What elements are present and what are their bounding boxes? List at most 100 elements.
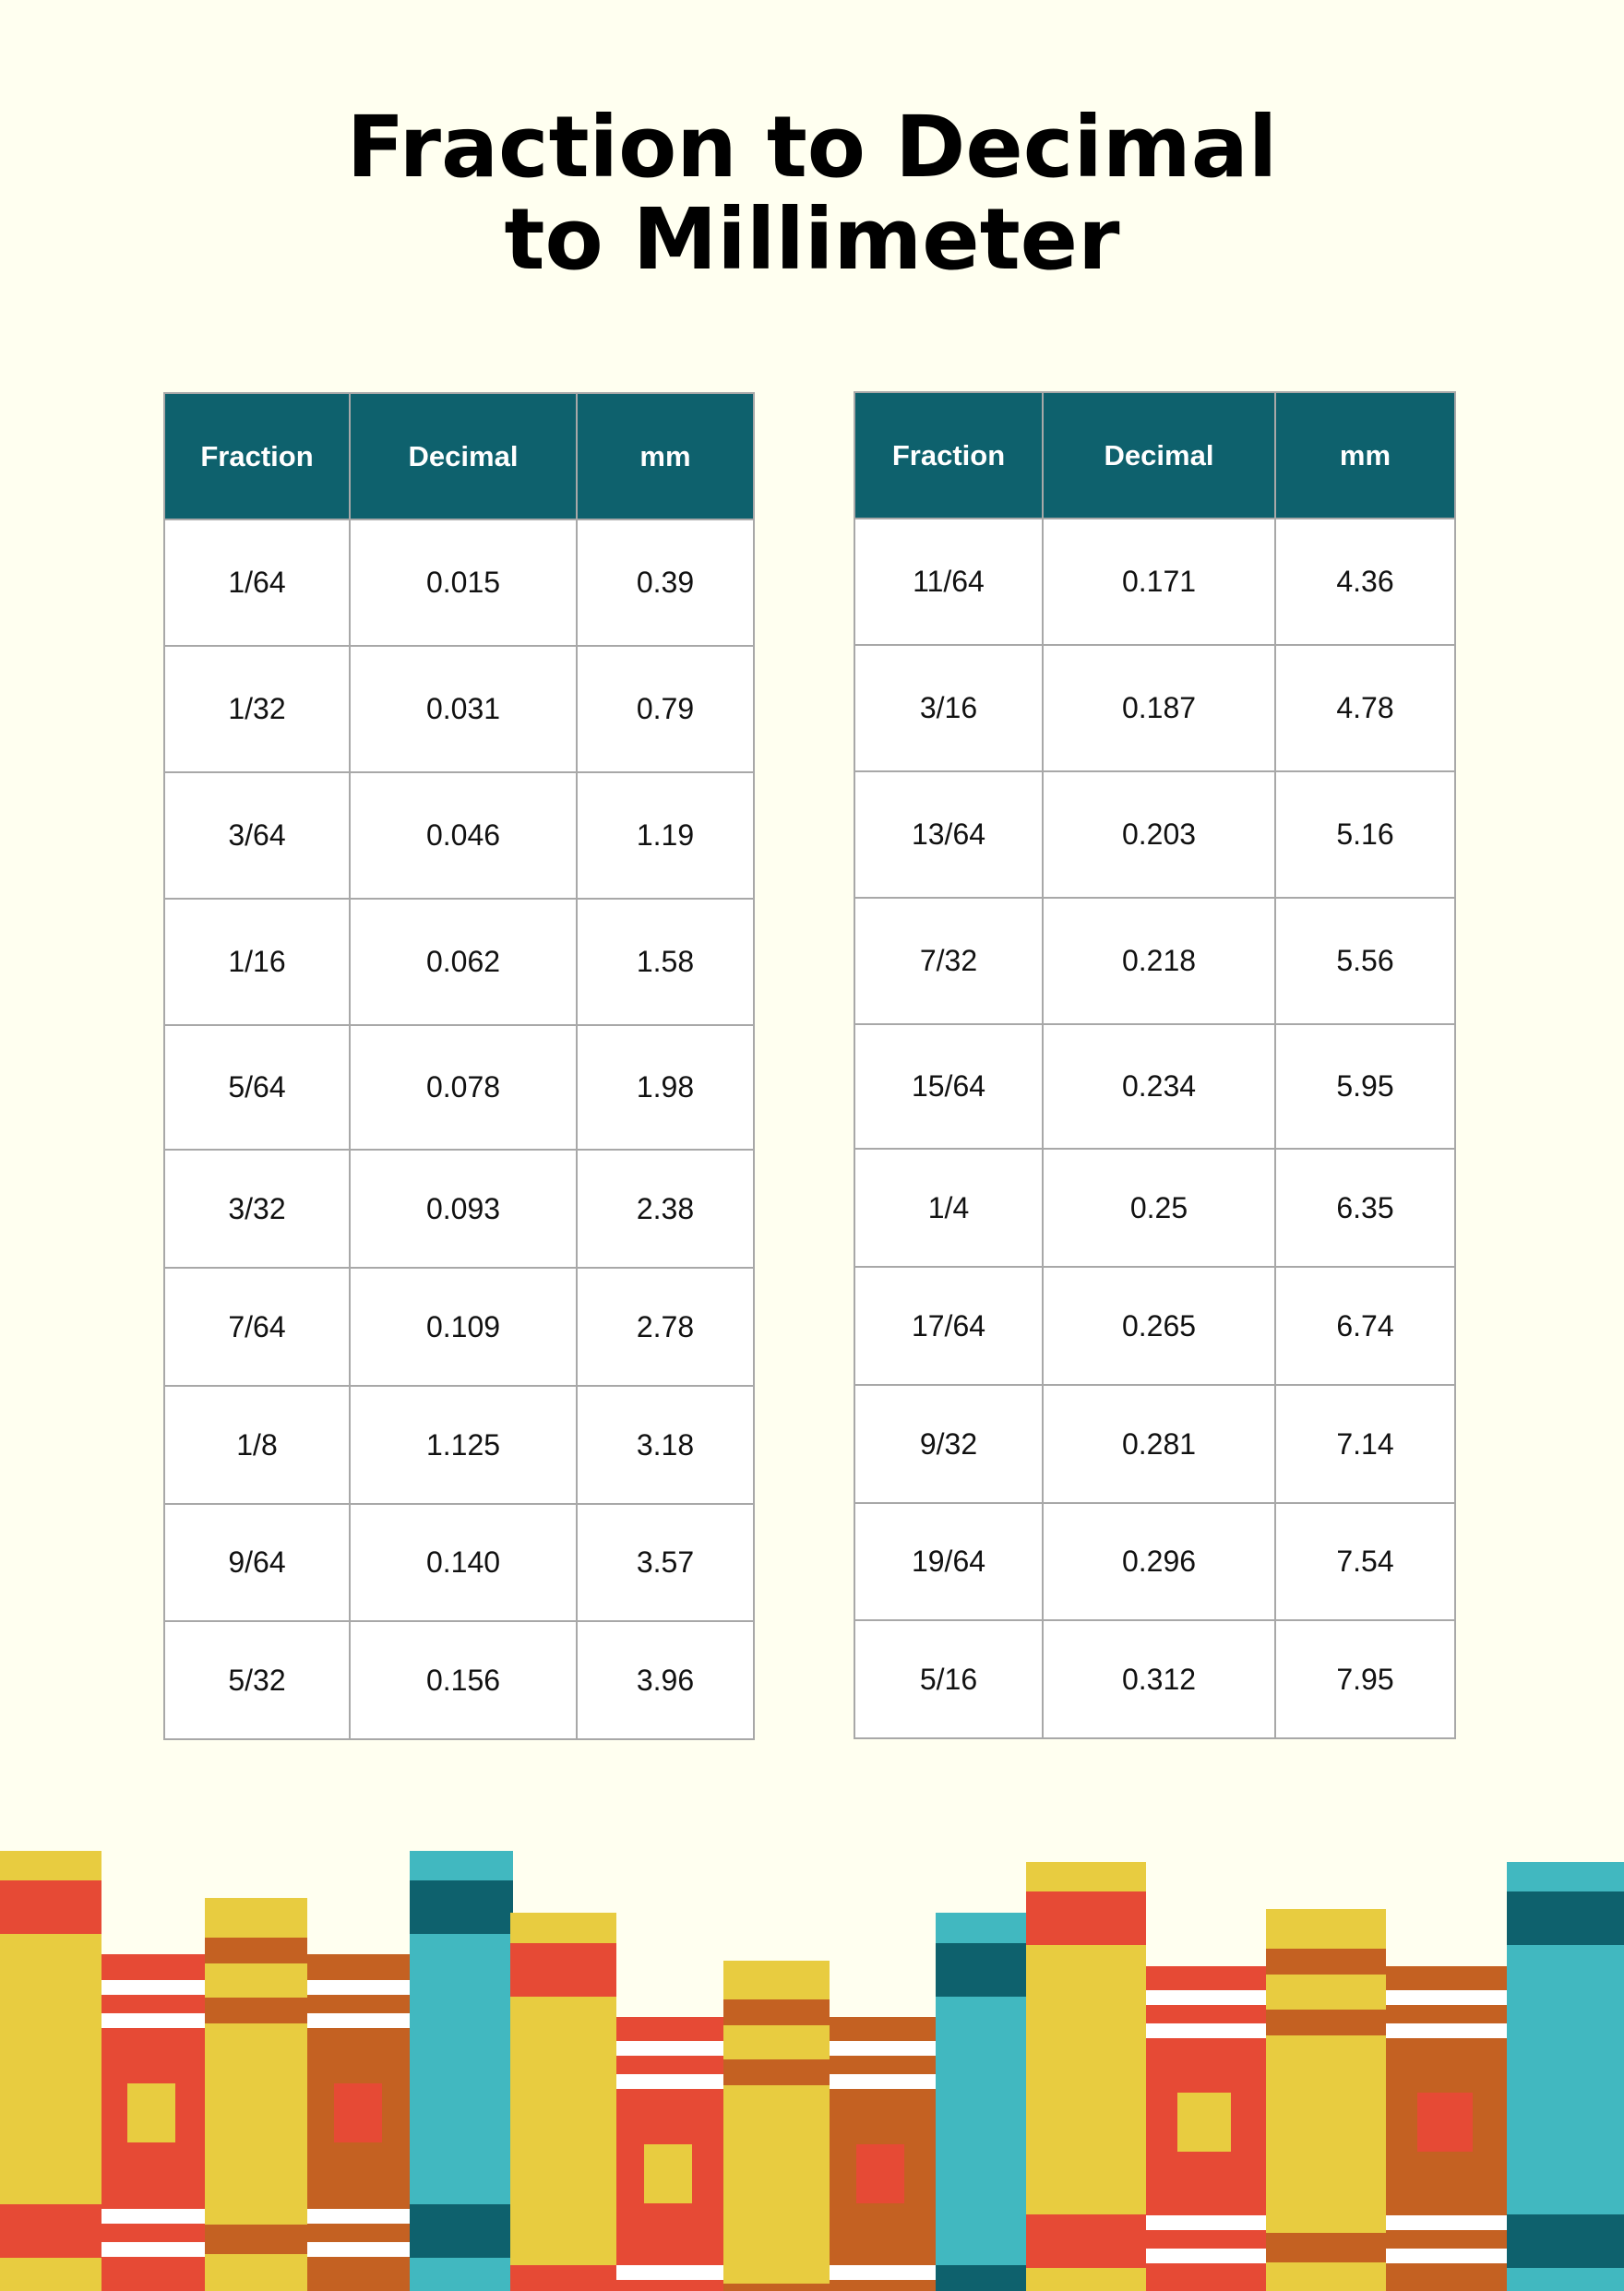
conversion-table-right: Fraction Decimal mm 11/64 0.171 4.36 3/1… (854, 391, 1456, 1739)
book-spine (616, 2017, 723, 2291)
cell-mm: 6.35 (1274, 1148, 1456, 1268)
cell-fraction: 19/64 (854, 1502, 1044, 1621)
header-row: Fraction Decimal mm (163, 392, 755, 520)
book-spine (102, 1954, 205, 2291)
cell-decimal: 0.140 (349, 1503, 578, 1622)
book-spine (830, 2017, 936, 2291)
cell-fraction: 13/64 (854, 770, 1044, 899)
table-row: 5/32 0.156 3.96 (163, 1620, 755, 1740)
cell-mm: 5.56 (1274, 897, 1456, 1025)
table-row: 7/32 0.218 5.56 (854, 897, 1456, 1025)
table-row: 19/64 0.296 7.54 (854, 1502, 1456, 1621)
header-mm: mm (576, 392, 755, 520)
cell-mm: 3.96 (576, 1620, 755, 1740)
cell-mm: 7.14 (1274, 1384, 1456, 1504)
table-row: 17/64 0.265 6.74 (854, 1266, 1456, 1386)
cell-mm: 1.19 (576, 771, 755, 900)
table-row: 1/32 0.031 0.79 (163, 645, 755, 773)
cell-mm: 2.38 (576, 1149, 755, 1269)
cell-decimal: 0.281 (1042, 1384, 1276, 1504)
cell-decimal: 0.265 (1042, 1266, 1276, 1386)
table-row: 9/64 0.140 3.57 (163, 1503, 755, 1622)
table-row: 5/64 0.078 1.98 (163, 1024, 755, 1151)
header-decimal: Decimal (349, 392, 578, 520)
cell-decimal: 0.171 (1042, 518, 1276, 646)
cell-fraction: 7/64 (163, 1267, 351, 1387)
cell-decimal: 0.296 (1042, 1502, 1276, 1621)
conversion-table-left: Fraction Decimal mm 1/64 0.015 0.39 1/32… (163, 392, 755, 1740)
cell-fraction: 17/64 (854, 1266, 1044, 1386)
cell-fraction: 3/64 (163, 771, 351, 900)
cell-decimal: 0.031 (349, 645, 578, 773)
book-spine (1266, 1909, 1386, 2291)
cell-decimal: 0.109 (349, 1267, 578, 1387)
book-spine (307, 1954, 410, 2291)
book-spine (1507, 1862, 1624, 2291)
cell-decimal: 0.218 (1042, 897, 1276, 1025)
table-row: 3/32 0.093 2.38 (163, 1149, 755, 1269)
cell-fraction: 9/32 (854, 1384, 1044, 1504)
cell-decimal: 0.062 (349, 898, 578, 1026)
header-fraction: Fraction (163, 392, 351, 520)
cell-mm: 7.95 (1274, 1619, 1456, 1739)
book-spine (1386, 1966, 1507, 2291)
header-row: Fraction Decimal mm (854, 391, 1456, 519)
cell-fraction: 3/16 (854, 644, 1044, 772)
table-row: 13/64 0.203 5.16 (854, 770, 1456, 899)
cell-fraction: 1/16 (163, 898, 351, 1026)
header-mm: mm (1274, 391, 1456, 519)
book-spine (723, 1961, 830, 2291)
book-spine (0, 1851, 102, 2291)
header-fraction: Fraction (854, 391, 1044, 519)
book-spine (410, 1851, 513, 2291)
title-line-1: Fraction to Decimal (346, 98, 1278, 197)
table-row: 3/16 0.187 4.78 (854, 644, 1456, 772)
cell-decimal: 0.312 (1042, 1619, 1276, 1739)
table-row: 1/4 0.25 6.35 (854, 1148, 1456, 1268)
cell-mm: 5.16 (1274, 770, 1456, 899)
table-row: 1/16 0.062 1.58 (163, 898, 755, 1026)
book-spine (205, 1898, 307, 2291)
cell-fraction: 3/32 (163, 1149, 351, 1269)
cell-fraction: 9/64 (163, 1503, 351, 1622)
cell-fraction: 1/8 (163, 1385, 351, 1505)
cell-mm: 1.58 (576, 898, 755, 1026)
cell-mm: 1.98 (576, 1024, 755, 1151)
cell-fraction: 15/64 (854, 1023, 1044, 1150)
book-spine (1026, 1862, 1146, 2291)
title-line-2: to Millimeter (504, 190, 1120, 289)
table-row: 1/8 1.125 3.18 (163, 1385, 755, 1505)
cell-decimal: 0.187 (1042, 644, 1276, 772)
cell-fraction: 1/64 (163, 519, 351, 647)
cell-decimal: 0.25 (1042, 1148, 1276, 1268)
cell-mm: 7.54 (1274, 1502, 1456, 1621)
cell-mm: 5.95 (1274, 1023, 1456, 1150)
cell-fraction: 1/32 (163, 645, 351, 773)
book-spine (1146, 1966, 1266, 2291)
table-row: 1/64 0.015 0.39 (163, 519, 755, 647)
table-row: 3/64 0.046 1.19 (163, 771, 755, 900)
cell-decimal: 0.046 (349, 771, 578, 900)
cell-mm: 3.18 (576, 1385, 755, 1505)
table-row: 11/64 0.171 4.36 (854, 518, 1456, 646)
cell-mm: 4.78 (1274, 644, 1456, 772)
cell-fraction: 7/32 (854, 897, 1044, 1025)
cell-mm: 2.78 (576, 1267, 755, 1387)
cell-fraction: 5/32 (163, 1620, 351, 1740)
cell-decimal: 1.125 (349, 1385, 578, 1505)
table-row: 15/64 0.234 5.95 (854, 1023, 1456, 1150)
cell-decimal: 0.203 (1042, 770, 1276, 899)
cell-fraction: 5/16 (854, 1619, 1044, 1739)
cell-mm: 4.36 (1274, 518, 1456, 646)
table-row: 7/64 0.109 2.78 (163, 1267, 755, 1387)
cell-decimal: 0.078 (349, 1024, 578, 1151)
cell-mm: 6.74 (1274, 1266, 1456, 1386)
header-decimal: Decimal (1042, 391, 1276, 519)
cell-decimal: 0.156 (349, 1620, 578, 1740)
cell-fraction: 5/64 (163, 1024, 351, 1151)
book-spine (510, 1913, 616, 2291)
book-spine (936, 1913, 1026, 2291)
cell-fraction: 1/4 (854, 1148, 1044, 1268)
cell-fraction: 11/64 (854, 518, 1044, 646)
